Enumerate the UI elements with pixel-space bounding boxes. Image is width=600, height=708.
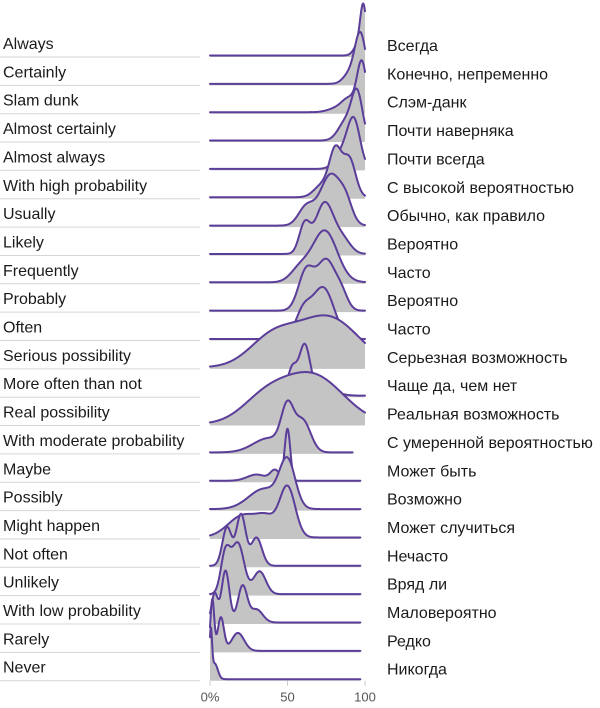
label-en-never: Never: [3, 660, 46, 677]
ridge-line-rarely: [209, 597, 362, 652]
ridge-fill-unlikely: [210, 542, 361, 596]
label-en-possibly: Possibly: [3, 490, 63, 507]
label-ru-might-happen: Может случиться: [387, 520, 515, 537]
label-en-always: Always: [3, 36, 54, 53]
label-en-serious-possibility: Serious possibility: [3, 348, 131, 365]
ridges: [209, 2, 366, 681]
x-tick-label-100: 100: [354, 690, 376, 705]
x-axis: 0% 50 100: [201, 680, 376, 705]
label-en-rarely: Rarely: [3, 631, 49, 648]
ridge-line-unlikely: [209, 541, 362, 596]
ridge-fill-slam-dunk: [210, 60, 365, 114]
label-en-almost-certainly: Almost certainly: [3, 121, 116, 138]
ridge-fill-never: [210, 627, 361, 681]
label-en-frequently: Frequently: [3, 263, 79, 280]
label-ru-serious-possibility: Серьезная возможность: [387, 350, 568, 367]
label-ru-probably: Вероятно: [387, 293, 458, 310]
label-ru-with-high-probability: С высокой вероятностью: [387, 180, 574, 197]
label-ru-almost-always: Почти всегда: [387, 151, 485, 168]
label-ru-usually: Обычно, как правило: [387, 208, 545, 225]
x-tick-label-0: 0%: [201, 690, 220, 705]
ridge-line-never: [209, 626, 362, 681]
label-ru-likely: Вероятно: [387, 236, 458, 253]
label-en-slam-dunk: Slam dunk: [3, 93, 80, 110]
label-en-with-high-probability: With high probability: [3, 178, 147, 195]
label-ru-possibly: Возможно: [387, 492, 462, 509]
ridge-fill-almost-certainly: [210, 88, 365, 143]
label-en-usually: Usually: [3, 206, 55, 223]
ridge-line-probably: [209, 257, 366, 312]
label-ru-unlikely: Вряд ли: [387, 577, 447, 594]
label-en-often: Often: [3, 320, 42, 337]
ridge-fill-with-low-probability: [210, 570, 361, 624]
label-en-not-often: Not often: [3, 546, 68, 563]
ridge-line-with-high-probability: [209, 144, 366, 199]
label-ru-more-often-than-not: Чаще да, чем нет: [387, 378, 518, 395]
ridge-line-real-possibility: [209, 371, 366, 424]
ridge-line-almost-certainly: [209, 87, 366, 142]
label-en-probably: Probably: [3, 291, 66, 308]
ridge-line-slam-dunk: [209, 59, 366, 114]
ridge-line-maybe: [209, 427, 362, 482]
ridge-fill-not-often: [210, 513, 361, 568]
ridge-line-might-happen: [209, 484, 362, 539]
ridge-fill-real-possibility: [210, 372, 365, 426]
ridge-line-certainly: [209, 30, 366, 85]
label-ru-never: Никогда: [387, 662, 447, 679]
label-en-with-low-probability: With low probability: [3, 603, 141, 620]
row-rules: [0, 56, 200, 682]
label-ru-always: Всегда: [387, 38, 438, 55]
label-ru-with-moderate-probability: С умеренной вероятностью: [387, 435, 593, 452]
label-en-maybe: Maybe: [3, 461, 51, 478]
ridge-line-likely: [209, 200, 366, 255]
ridge-fill-always: [210, 3, 365, 57]
label-en-certainly: Certainly: [3, 64, 66, 81]
ridge-fill-rarely: [210, 598, 361, 653]
ridge-line-always: [209, 2, 366, 57]
ridge-fill-might-happen: [210, 485, 361, 539]
label-ru-frequently: Часто: [387, 265, 431, 282]
ridge-line-frequently: [209, 229, 366, 284]
ridge-fill-certainly: [210, 31, 365, 86]
label-en-more-often-than-not: More often than not: [3, 376, 142, 393]
ridge-fill-possibly: [210, 457, 361, 511]
ridge-line-usually: [209, 172, 366, 227]
label-en-might-happen: Might happen: [3, 518, 100, 535]
ridge-fill-serious-possibility: [210, 315, 365, 369]
label-en-unlikely: Unlikely: [3, 575, 59, 592]
label-ru-slam-dunk: Слэм-данк: [387, 95, 467, 112]
english-labels: Always Certainly Slam dunk Almost certainly…: [3, 36, 184, 677]
label-ru-real-possibility: Реальная возможность: [387, 407, 559, 424]
label-ru-certainly: Конечно, непременно: [387, 66, 548, 83]
label-en-almost-always: Almost always: [3, 149, 105, 166]
russian-labels: Всегда Конечно, непременно Слэм-данк Почти …: [387, 38, 593, 679]
label-ru-almost-certainly: Почти наверняка: [387, 123, 514, 140]
label-ru-not-often: Нечасто: [387, 548, 448, 565]
label-en-likely: Likely: [3, 234, 44, 251]
ridge-line-with-low-probability: [209, 569, 362, 624]
ridge-line-possibly: [209, 456, 362, 511]
label-en-with-moderate-probability: With moderate probability: [3, 433, 184, 450]
x-tick-label-50: 50: [280, 690, 294, 705]
label-ru-often: Часто: [387, 322, 431, 339]
label-ru-with-low-probability: Маловероятно: [387, 605, 497, 622]
label-ru-maybe: Может быть: [387, 463, 476, 480]
ridge-fill-with-moderate-probability: [210, 400, 353, 454]
ridge-line-not-often: [209, 512, 362, 567]
ridge-fill-maybe: [210, 428, 361, 483]
ridge-line-serious-possibility: [209, 314, 366, 368]
label-ru-rarely: Редко: [387, 633, 431, 650]
label-en-real-possibility: Real possibility: [3, 405, 110, 422]
ridge-line-with-moderate-probability: [209, 399, 354, 454]
